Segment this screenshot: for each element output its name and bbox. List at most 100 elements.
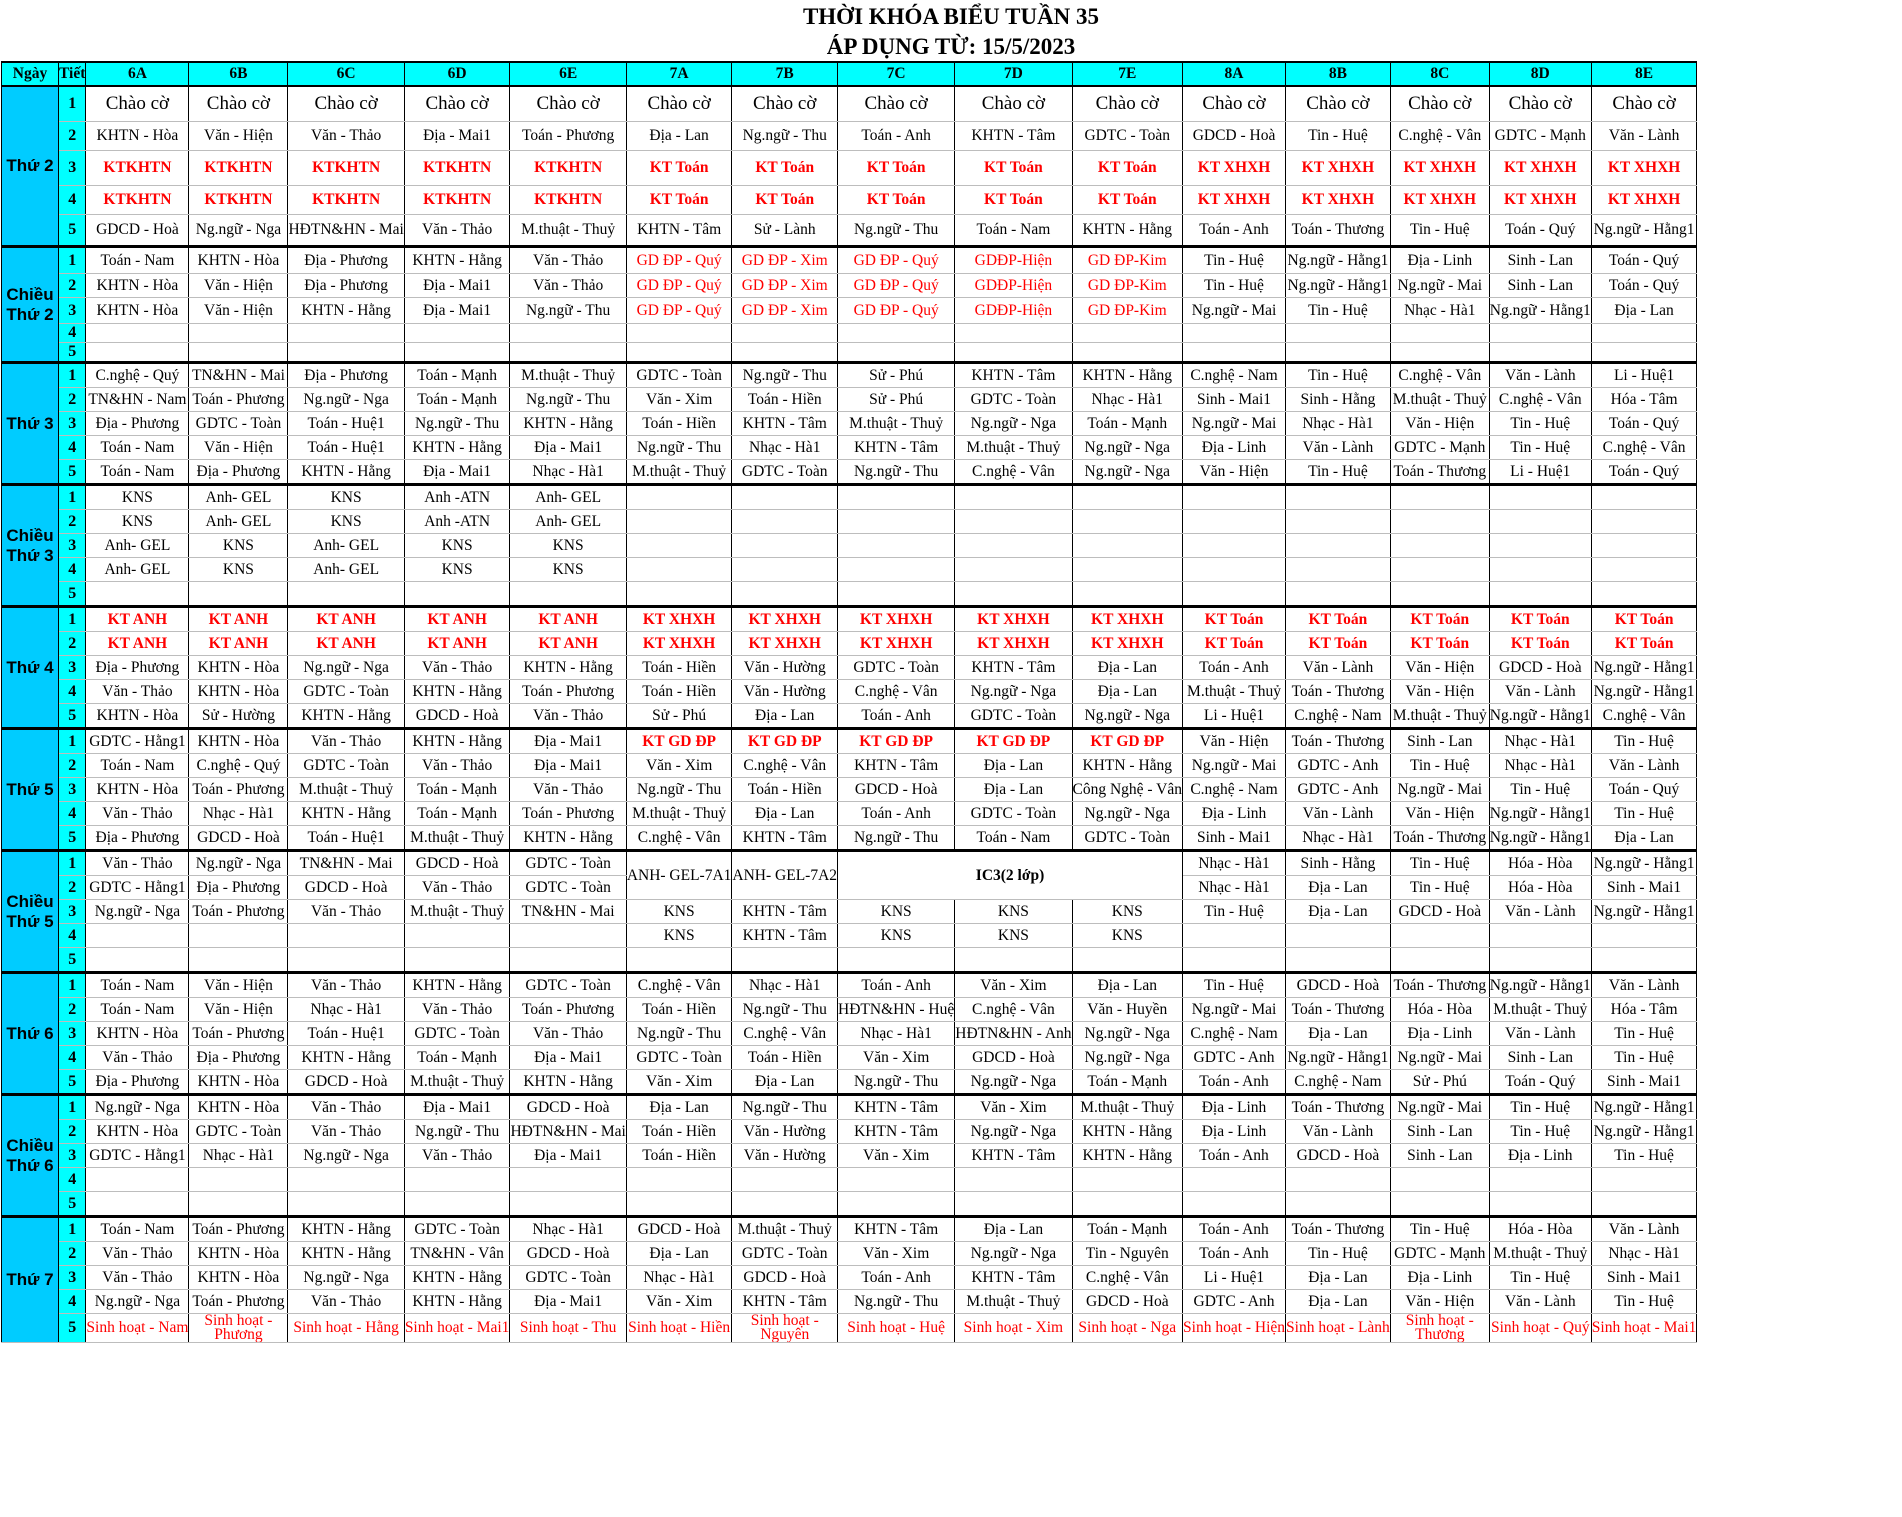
class-cell: KHTN - Hòa <box>188 655 289 680</box>
class-cell: Tin - Huệ <box>1488 411 1592 436</box>
header-class: 6E <box>509 61 627 87</box>
class-cell: Ng.ngữ - Thu <box>731 121 839 151</box>
class-cell: KHTN - Hằng <box>509 655 627 680</box>
class-cell: Ng.ngữ - Mai <box>1182 411 1287 436</box>
class-cell <box>1590 533 1698 558</box>
class-cell <box>403 581 511 607</box>
class-cell: Toán - Hiền <box>625 411 733 436</box>
class-cell: Địa - Lan <box>1285 899 1391 924</box>
class-cell: KHTN - Tâm <box>837 1093 956 1120</box>
class-cell: Ng.ngữ - Hằng1 <box>1488 297 1592 324</box>
class-cell: Tin - Huệ <box>1488 1265 1592 1290</box>
class-cell <box>509 342 627 363</box>
class-cell <box>1590 483 1698 510</box>
period-number: 2 <box>57 1241 87 1266</box>
class-cell <box>1488 483 1592 510</box>
class-cell: KHTN - Hằng <box>1071 1143 1184 1168</box>
class-cell: KT XHXH <box>1590 150 1698 186</box>
class-cell: Văn - Lành <box>1285 655 1391 680</box>
class-cell: KHTN - Hòa <box>85 703 190 729</box>
class-cell: Toán - Quý <box>1590 459 1698 485</box>
class-cell: KHTN - Hằng <box>287 703 405 729</box>
class-cell <box>625 557 733 582</box>
class-cell <box>1071 581 1184 607</box>
class-cell: Văn - Hường <box>731 1119 839 1144</box>
class-cell: Anh- GEL <box>287 557 405 582</box>
class-cell: Tin - Huệ <box>1590 1289 1698 1314</box>
timetable-row: 2 KT ANH KT ANH KT ANH KT ANH KT ANH KT XHXH KT… <box>2 631 1698 656</box>
class-cell: Toán - Nam <box>85 1215 190 1242</box>
class-cell <box>85 1167 190 1192</box>
class-cell <box>1182 581 1287 607</box>
class-cell: KTKHTN <box>188 150 289 186</box>
class-cell: KT Toán <box>1590 631 1698 656</box>
class-cell: GDTC - Toàn <box>1071 121 1184 151</box>
class-cell <box>1389 557 1490 582</box>
timetable-row: Thứ 5 1 GDTC - Hằng1 KHTN - Hòa Văn - Thảo KH… <box>1 727 1698 851</box>
header-period: Tiết <box>57 61 87 87</box>
class-cell: Văn - Hiện <box>188 971 289 998</box>
class-cell: GDTC - Toàn <box>509 1265 627 1290</box>
class-cell: GDTC - Toàn <box>509 971 627 998</box>
class-cell: C.nghệ - Vân <box>1488 387 1592 412</box>
class-cell <box>1389 1191 1490 1217</box>
class-cell: KHTN - Hằng <box>287 297 405 324</box>
class-cell: Toán - Nam <box>954 825 1073 851</box>
period-number: 2 <box>57 875 87 900</box>
class-cell: Chào cờ <box>731 85 839 122</box>
class-cell: C.nghệ - Vân <box>954 997 1073 1022</box>
class-cell: Sinh hoạt - Hiền <box>625 1313 733 1343</box>
class-cell: C.nghệ - Vân <box>1590 703 1698 729</box>
class-cell <box>837 483 956 510</box>
class-cell: Toán - Phương <box>188 1215 289 1242</box>
class-cell: KNS <box>85 509 190 534</box>
class-cell <box>954 1191 1073 1217</box>
class-cell: Địa - Lan <box>625 1241 733 1266</box>
class-cell: Văn - Xim <box>625 1289 733 1314</box>
class-cell <box>85 1191 190 1217</box>
class-cell: Chào cờ <box>287 85 405 122</box>
class-cell: C.nghệ - Vân <box>731 1021 839 1046</box>
period-number: 4 <box>57 323 87 343</box>
header-class: 6B <box>188 61 289 87</box>
class-cell: Văn - Lành <box>1285 1119 1391 1144</box>
class-cell: ANH- GEL-7A1 <box>625 849 733 900</box>
class-cell: KHTN - Hằng <box>509 825 627 851</box>
class-cell: GDTC - Anh <box>1182 1045 1287 1070</box>
class-cell <box>837 581 956 607</box>
header-class: 7C <box>837 61 956 87</box>
header-class: 7E <box>1071 61 1184 87</box>
class-cell: C.nghệ - Quý <box>85 361 190 388</box>
class-cell: HĐTN&HN - Anh <box>954 1021 1073 1046</box>
class-cell: Toán - Huệ1 <box>287 411 405 436</box>
class-cell: KT GD ĐP <box>837 727 956 754</box>
class-cell <box>1285 509 1391 534</box>
class-cell <box>1285 557 1391 582</box>
class-cell: KHTN - Hằng <box>287 1045 405 1070</box>
class-cell: Địa - Phương <box>85 411 190 436</box>
class-cell: Nhạc - Hà1 <box>188 1143 289 1168</box>
class-cell: Li - Huệ1 <box>1182 1265 1287 1290</box>
class-cell: KHTN - Hòa <box>188 1093 289 1120</box>
class-cell: KNS <box>1071 899 1184 924</box>
class-cell <box>188 1167 289 1192</box>
class-cell: Ng.ngữ - Mai <box>1182 297 1287 324</box>
class-cell: Ng.ngữ - Thu <box>837 1289 956 1314</box>
timetable-row: 3 KTKHTN KTKHTN KTKHTN KTKHTN KTKHTN KT Toán KT… <box>2 150 1698 186</box>
class-cell: KT Toán <box>625 185 733 215</box>
class-cell: Sử - Lành <box>731 214 839 247</box>
class-cell: KT XHXH <box>837 605 956 632</box>
class-cell <box>1071 1167 1184 1192</box>
class-cell: KT ANH <box>403 605 511 632</box>
class-cell <box>625 509 733 534</box>
class-cell: Địa - Lan <box>1071 655 1184 680</box>
class-cell: Tin - Huệ <box>1285 459 1391 485</box>
class-cell: Sinh hoạt - Hằng <box>287 1313 405 1343</box>
class-cell: TN&HN - Mai <box>287 849 405 876</box>
class-cell: Toán - Hiền <box>625 655 733 680</box>
class-cell: KTKHTN <box>509 185 627 215</box>
class-cell: KTKHTN <box>287 150 405 186</box>
class-cell: GDCD - Hoà <box>1285 1143 1391 1168</box>
day-label: Thứ 2 <box>1 85 59 247</box>
header-class: 6A <box>85 61 190 87</box>
